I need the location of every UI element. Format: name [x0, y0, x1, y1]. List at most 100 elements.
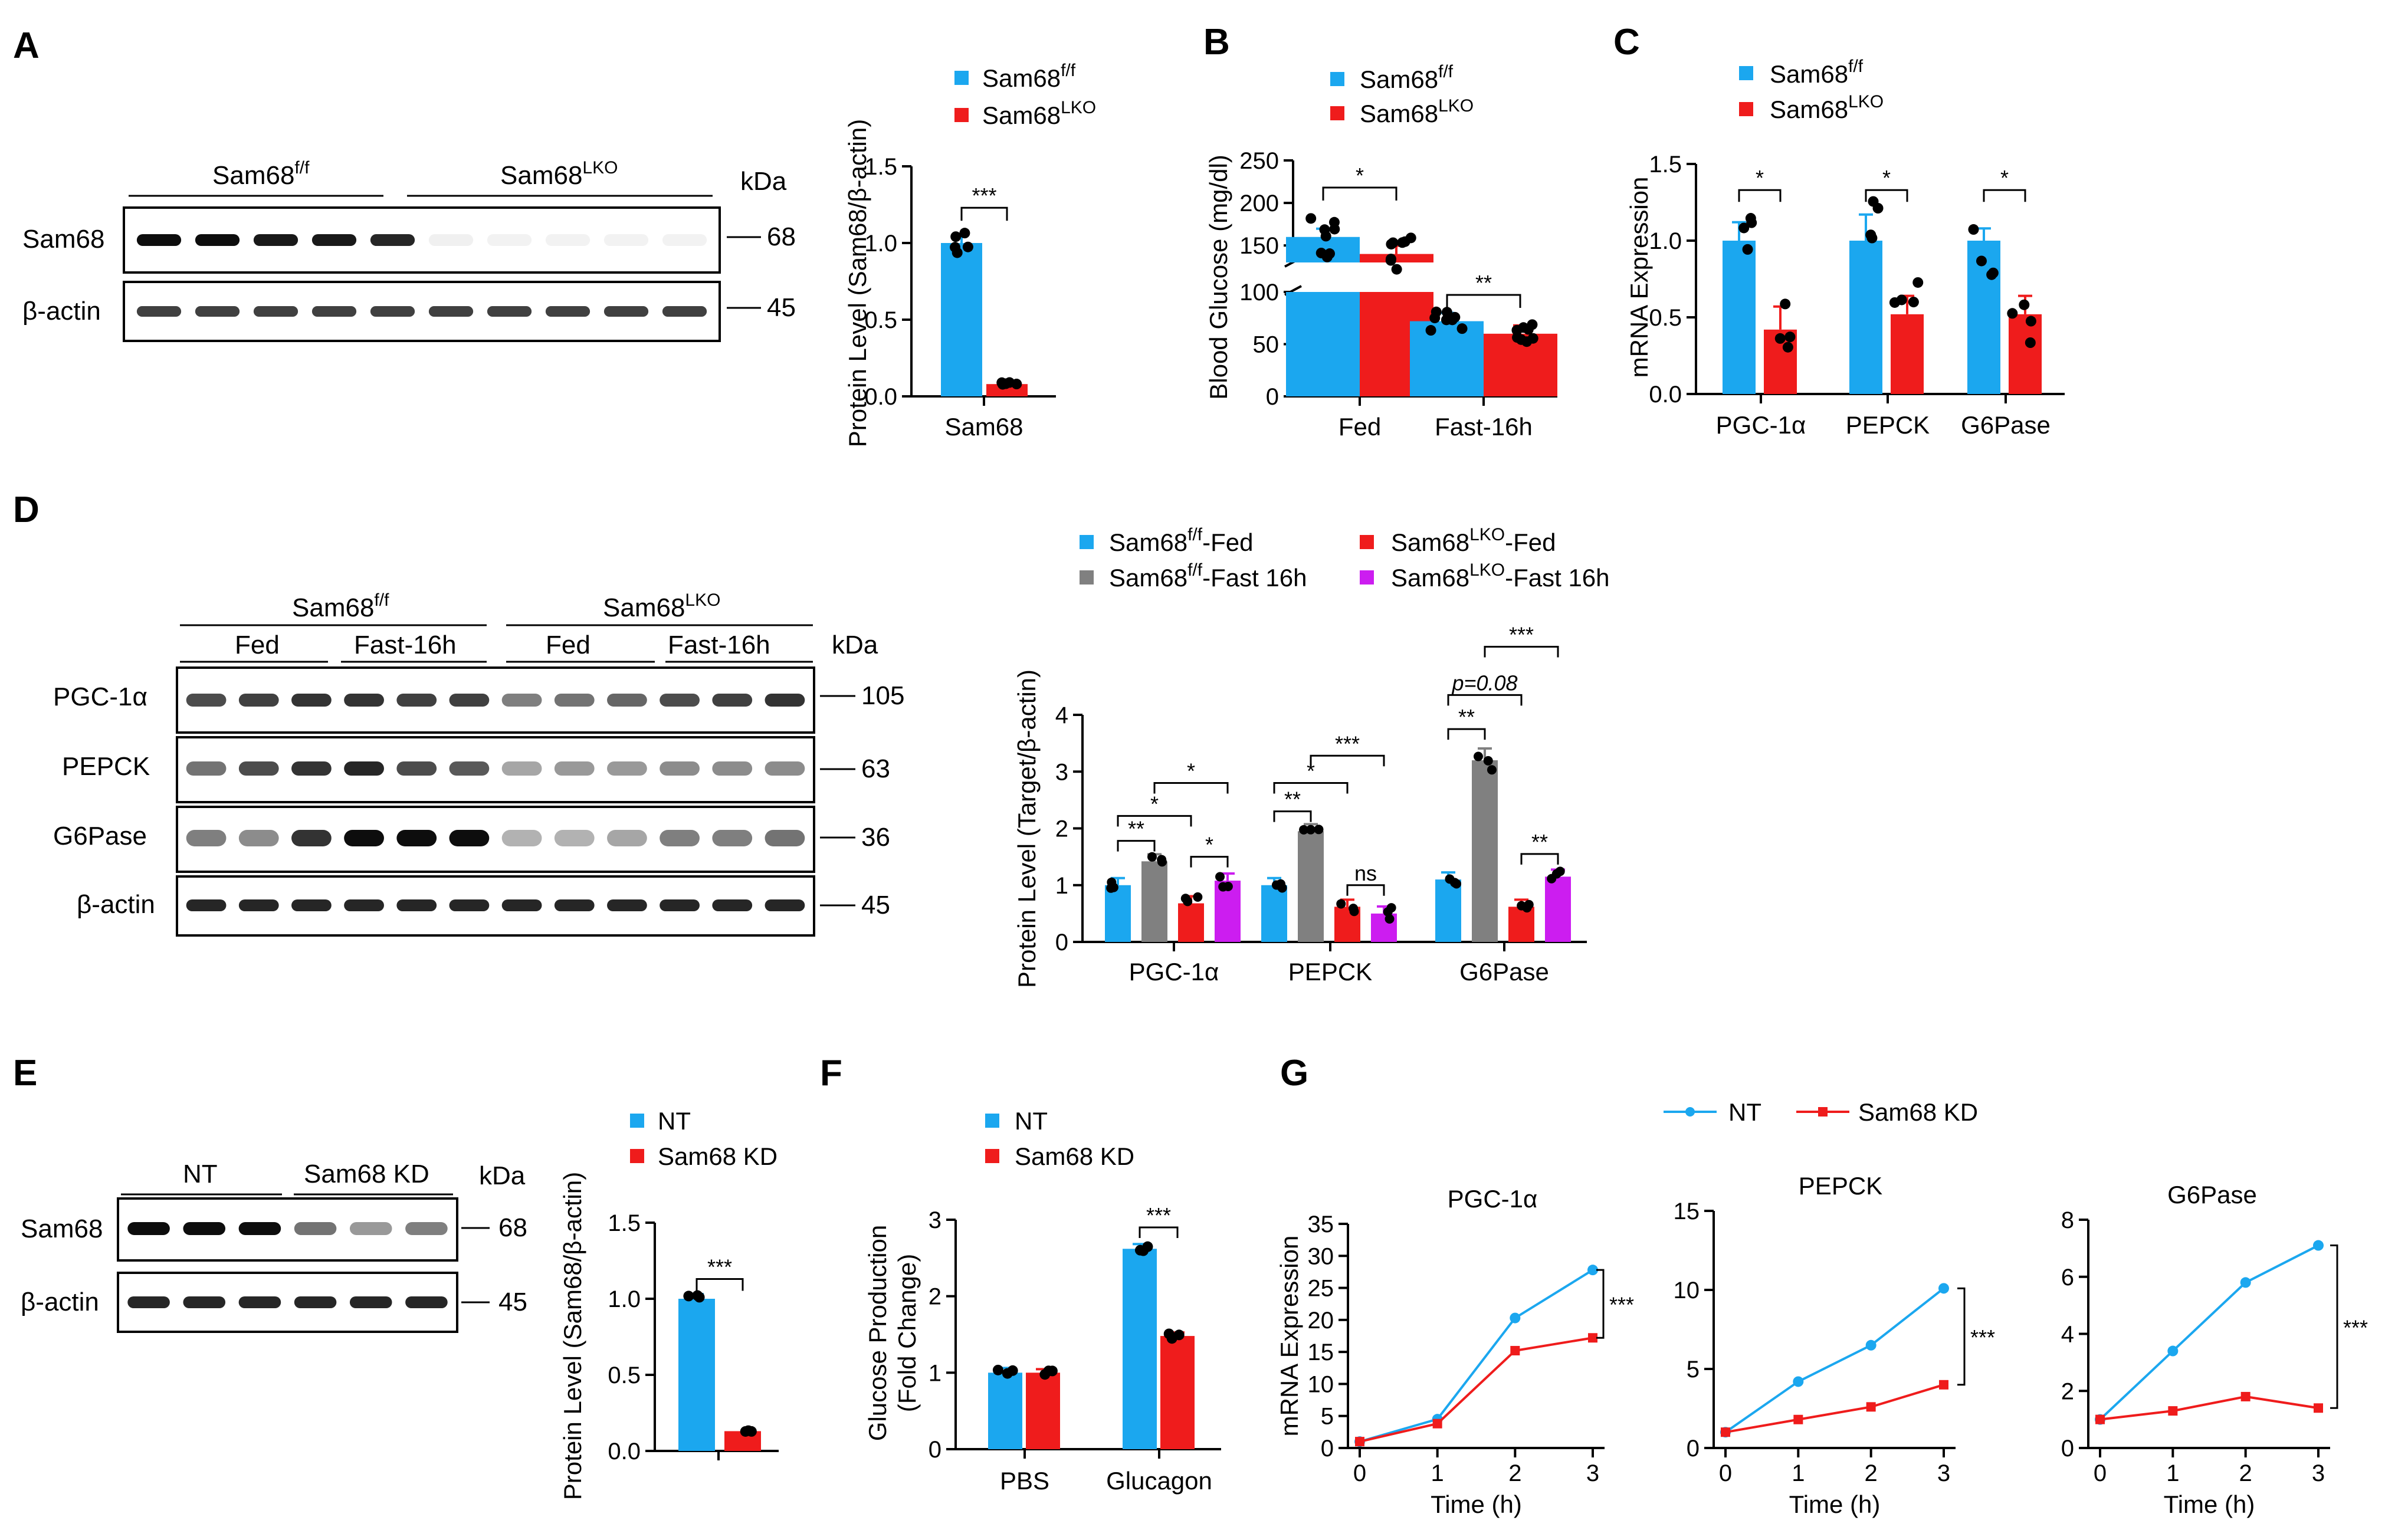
- blot-a-row-sam68: Sam68: [22, 225, 104, 254]
- data-point: [2025, 316, 2036, 327]
- y-tick-label: 20: [1308, 1308, 1334, 1334]
- point-kd: [2095, 1414, 2105, 1424]
- band: [186, 694, 227, 707]
- band: [127, 1296, 170, 1308]
- x-tick-label: Glucagon: [1106, 1467, 1212, 1495]
- band: [662, 234, 707, 246]
- band: [238, 1296, 281, 1308]
- point-kd: [1355, 1437, 1364, 1447]
- y-tick-label: 0: [1266, 384, 1279, 410]
- data-point: [1487, 765, 1497, 775]
- band: [253, 306, 298, 317]
- band: [291, 761, 332, 776]
- bar-f-nt: [988, 1372, 1022, 1449]
- significance-bracket: [1520, 853, 1559, 865]
- significance-bracket: [1596, 1269, 1605, 1339]
- band: [449, 694, 490, 707]
- band: [396, 899, 437, 911]
- band: [344, 899, 384, 911]
- data-point: [996, 377, 1008, 388]
- legend-a-lko: Sam68LKO: [982, 98, 1096, 129]
- data-point: [1976, 255, 1987, 267]
- y-tick-label: 2: [929, 1284, 941, 1310]
- y-tick-label: 1.0: [608, 1286, 641, 1312]
- blot-e-group-kd: Sam68 KD: [304, 1160, 429, 1188]
- band: [501, 761, 542, 776]
- data-point: [950, 242, 961, 253]
- significance-label: **: [1531, 830, 1548, 854]
- legend-c-ff: Sam68f/f: [1770, 57, 1864, 88]
- legend-d-lko-fast: Sam68LKO-Fast 16h: [1391, 560, 1610, 592]
- series-line-nt: [1359, 1269, 1594, 1443]
- data-point: [1868, 196, 1879, 207]
- significance-bracket: [1447, 728, 1486, 740]
- data-point: [1425, 325, 1436, 336]
- x-tick-label: Fed: [1339, 413, 1381, 441]
- blot-a: Sam68f/f Sam68LKO kDa Sam68 β-actin 68 4…: [22, 158, 796, 342]
- bar-c-ff: [1849, 241, 1882, 394]
- data-point: [1299, 825, 1309, 835]
- data-point: [1908, 297, 1919, 308]
- data-point: [1431, 306, 1442, 317]
- bar-d-series-0: [1105, 885, 1131, 942]
- band: [396, 694, 437, 707]
- x-tick-label: 3: [2312, 1460, 2325, 1486]
- band: [603, 234, 649, 246]
- y-tick-label: 200: [1239, 191, 1279, 216]
- blot-e-row-sam68: Sam68: [21, 1214, 103, 1243]
- data-point: [2019, 299, 2030, 310]
- y-tick-label: 5: [1687, 1357, 1700, 1383]
- data-point: [1336, 899, 1346, 909]
- y-axis-title: mRNA Expression: [1625, 177, 1653, 378]
- y-tick-label: 0.0: [1649, 382, 1682, 408]
- significance-label: *: [1205, 833, 1213, 857]
- legend-b: Sam68f/f Sam68LKO: [1330, 62, 1474, 127]
- data-point: [683, 1291, 694, 1302]
- significance-label: ***: [1146, 1203, 1171, 1227]
- legend-d-ff-fed: Sam68f/f-Fed: [1109, 525, 1253, 556]
- band: [349, 1222, 392, 1235]
- series-line-kd: [1725, 1383, 1944, 1434]
- x-tick-label: 1: [2166, 1460, 2179, 1486]
- blot-d-size-63: 63: [861, 754, 890, 783]
- band: [238, 694, 279, 707]
- y-tick-label: 8: [2061, 1207, 2074, 1233]
- band: [607, 761, 647, 776]
- x-tick-label: 2: [1508, 1460, 1521, 1486]
- bar-f-nt: [1123, 1249, 1157, 1449]
- x-tick-label: PEPCK: [1288, 958, 1372, 986]
- blot-a-size-68: 68: [767, 222, 796, 251]
- data-point: [1547, 874, 1557, 884]
- data-point: [743, 1425, 754, 1436]
- significance-label: **: [1475, 271, 1492, 295]
- data-point: [1173, 1329, 1185, 1341]
- legend-b-ff: Sam68f/f: [1360, 62, 1454, 93]
- band: [660, 694, 700, 707]
- y-tick-label: 0.0: [608, 1439, 641, 1465]
- blot-d-membrane-pgc1a: [176, 666, 815, 734]
- legend-a: Sam68f/f Sam68LKO: [954, 61, 1096, 129]
- band: [660, 830, 700, 846]
- bar-c-ff: [1723, 241, 1756, 394]
- point-kd: [2314, 1403, 2323, 1413]
- panel-label-e: E: [13, 1053, 37, 1094]
- data-point: [1391, 264, 1402, 275]
- y-tick-label: 0: [2061, 1436, 2074, 1462]
- legend-a-ff: Sam68f/f: [982, 61, 1076, 92]
- band: [501, 899, 542, 911]
- point-nt: [1587, 1265, 1598, 1276]
- band: [136, 234, 182, 246]
- blot-d-group-ff: Sam68f/f: [292, 590, 389, 622]
- data-point: [1106, 883, 1116, 893]
- band: [554, 694, 595, 707]
- band: [501, 694, 542, 707]
- bar-a-ff: [941, 243, 982, 396]
- significance-bracket: [1322, 186, 1397, 201]
- data-point: [1305, 213, 1317, 224]
- band: [186, 761, 227, 776]
- blot-a-row-actin: β-actin: [22, 297, 101, 326]
- x-tick-label: PGC-1α: [1129, 958, 1219, 986]
- legend-e-nt: NT: [658, 1107, 691, 1135]
- x-axis-title: Time (h): [1431, 1490, 1522, 1518]
- data-point: [1441, 307, 1452, 318]
